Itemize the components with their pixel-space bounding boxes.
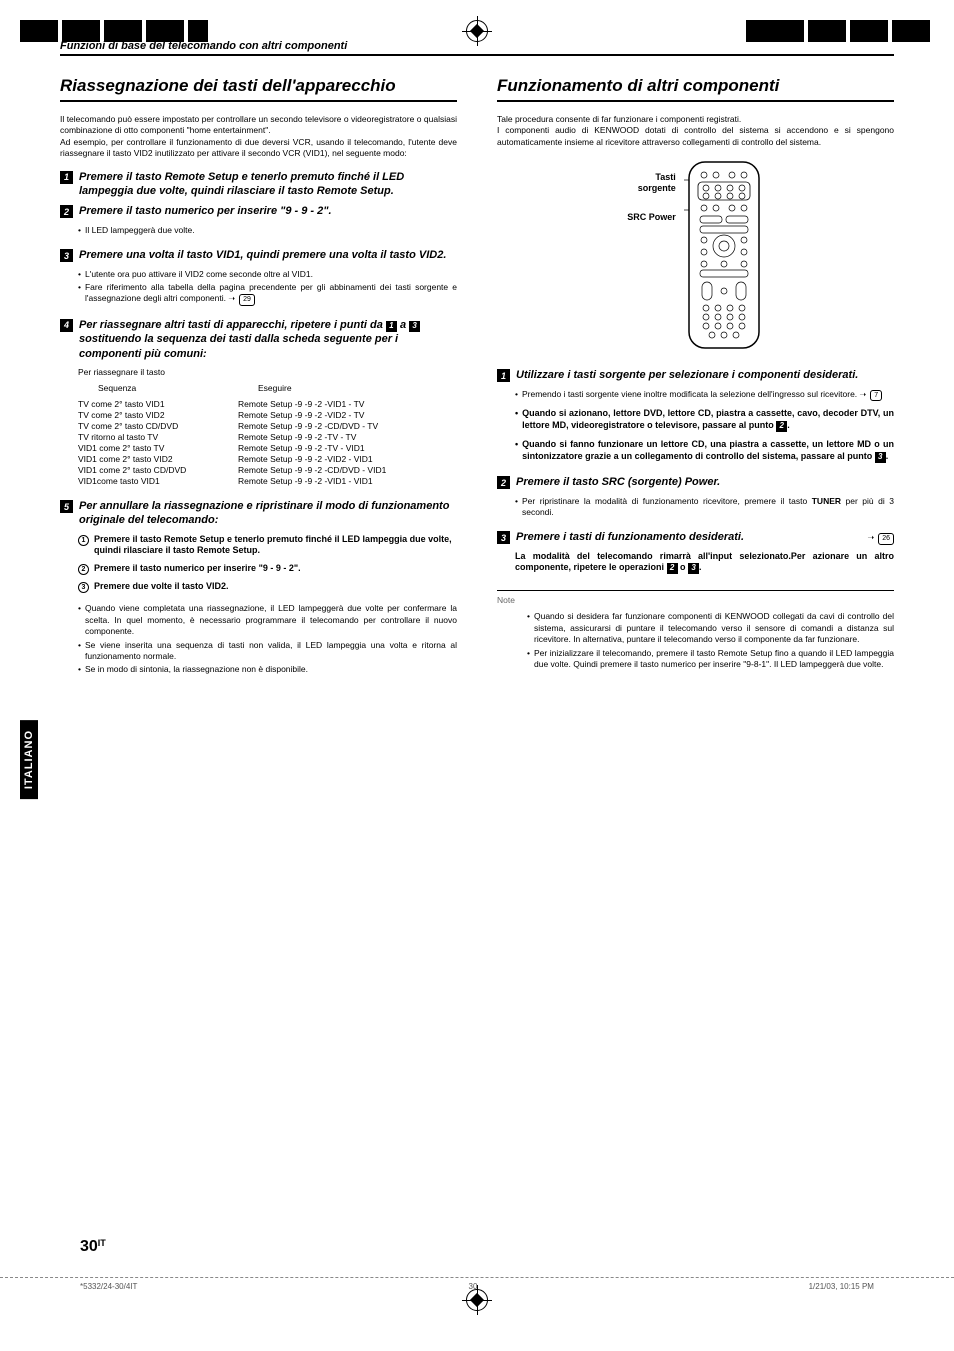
step-2-bullet: Il LED lampeggerà due volte.	[78, 225, 457, 236]
remote-control-icon	[684, 160, 764, 350]
left-heading: Riassegnazione dei tasti dell'apparecchi…	[60, 76, 457, 102]
right-step-1: 1 Utilizzare i tasti sorgente per selezi…	[497, 368, 894, 382]
right-step-1-bold-bullet: Quando si azionano, lettore DVD, lettore…	[515, 407, 894, 432]
left-step-1: 1 Premere il tasto Remote Setup e tenerl…	[60, 170, 457, 199]
page-ref-badge: 26	[878, 533, 894, 544]
remote-diagram: Tasti sorgente SRC Power	[497, 160, 894, 350]
end-bullet: Se viene inserita una sequenza di tasti …	[78, 640, 457, 663]
right-step-1-bullet: Premendo i tasti sorgente viene inoltre …	[515, 389, 894, 401]
seq-cell: TV come 2° tasto VID2	[78, 410, 238, 421]
seq-cell: VID1 come 2° tasto VID2	[78, 454, 238, 465]
right-step-2-bullet: Per ripristinare la modalità di funziona…	[515, 496, 894, 519]
seq-cell: TV ritorno al tasto TV	[78, 432, 238, 443]
seq-cell: Remote Setup -9 -9 -2 -TV - TV	[238, 432, 457, 443]
note-bullet: Quando si desidera far funzionare compon…	[527, 611, 894, 645]
page-ref-badge: 29	[239, 294, 255, 305]
seq-cell: Remote Setup -9 -9 -2 -VID1 - VID1	[238, 476, 457, 487]
substep-number-icon: 3	[78, 582, 89, 593]
remote-label-3: SRC Power	[627, 212, 676, 223]
left-step-2: 2 Premere il tasto numerico per inserire…	[60, 204, 457, 218]
substep-1: 1 Premere il tasto Remote Setup e tenerl…	[78, 534, 457, 557]
left-column: Riassegnazione dei tasti dell'apparecchi…	[60, 76, 457, 688]
step-number-icon: 1	[497, 369, 510, 382]
right-step-1-title: Utilizzare i tasti sorgente per selezion…	[516, 368, 858, 382]
seq-cell: Remote Setup -9 -9 -2 -VID2 - VID1	[238, 454, 457, 465]
section-header: Funzioni di base del telecomando con alt…	[60, 40, 894, 56]
step-number-icon: 1	[60, 171, 73, 184]
step-1-title: Premere il tasto Remote Setup e tenerlo …	[79, 170, 457, 199]
step-5-title: Per annullare la riassegnazione e ripris…	[79, 499, 457, 528]
step-4-title: Per riassegnare altri tasti di apparecch…	[79, 318, 457, 361]
step-number-icon: 3	[497, 531, 510, 544]
remote-label-1: Tasti	[627, 172, 676, 183]
step-number-icon: 2	[497, 476, 510, 489]
right-step-3-bold: La modalità del telecomando rimarrà all'…	[515, 551, 894, 574]
substep-3: 3 Premere due volte il tasto VID2.	[78, 581, 457, 593]
substep-1-text: Premere il tasto Remote Setup e tenerlo …	[94, 534, 457, 557]
left-step-4: 4 Per riassegnare altri tasti di apparec…	[60, 318, 457, 361]
seq-cell: VID1come tasto VID1	[78, 476, 238, 487]
seq-header-1: Sequenza	[78, 383, 238, 393]
step-4-subtext: Per riassegnare il tasto	[78, 367, 457, 377]
step-number-icon: 2	[60, 205, 73, 218]
seq-cell: Remote Setup -9 -9 -2 -VID2 - TV	[238, 410, 457, 421]
left-step-3: 3 Premere una volta il tasto VID1, quind…	[60, 248, 457, 262]
right-step-3: 3 Premere i tasti di funzionamento desid…	[497, 530, 894, 544]
end-bullet: Se in modo di sintonia, la riassegnazion…	[78, 664, 457, 675]
right-intro: Tale procedura consente di far funzionar…	[497, 114, 894, 148]
footer-left: *5332/24-30/4IT	[80, 1282, 137, 1291]
right-step-2-title: Premere il tasto SRC (sorgente) Power.	[516, 475, 720, 489]
right-step-3-title: Premere i tasti di funzionamento desider…	[516, 530, 894, 544]
substep-2: 2 Premere il tasto numerico per inserire…	[78, 563, 457, 575]
note-bullet: Per inizializzare il telecomando, premer…	[527, 648, 894, 671]
sequence-table: Sequenza Eseguire TV come 2° tasto VID1R…	[78, 383, 457, 487]
seq-cell: VID1 come 2° tasto CD/DVD	[78, 465, 238, 476]
page-number: 30IT	[80, 1238, 106, 1256]
right-column: Funzionamento di altri componenti Tale p…	[497, 76, 894, 688]
seq-cell: TV come 2° tasto VID1	[78, 399, 238, 410]
seq-cell: Remote Setup -9 -9 -2 -VID1 - TV	[238, 399, 457, 410]
registration-mark-icon	[466, 1289, 488, 1311]
note-heading: Note	[497, 595, 894, 605]
step-2-title: Premere il tasto numerico per inserire "…	[79, 204, 332, 218]
substep-number-icon: 1	[78, 535, 89, 546]
step-number-icon: 4	[60, 319, 73, 332]
step-number-icon: 5	[60, 500, 73, 513]
right-step-1-bold-bullet: Quando si fanno funzionare un lettore CD…	[515, 438, 894, 463]
seq-cell: TV come 2° tasto CD/DVD	[78, 421, 238, 432]
page-ref-badge: 7	[870, 390, 882, 401]
right-heading: Funzionamento di altri componenti	[497, 76, 894, 102]
language-tab: ITALIANO	[20, 720, 38, 799]
seq-cell: Remote Setup -9 -9 -2 -CD/DVD - TV	[238, 421, 457, 432]
step-3-bullet: Fare riferimento alla tabella della pagi…	[78, 282, 457, 306]
substep-number-icon: 2	[78, 564, 89, 575]
step-3-title: Premere una volta il tasto VID1, quindi …	[79, 248, 446, 262]
seq-cell: VID1 come 2° tasto TV	[78, 443, 238, 454]
substep-2-text: Premere il tasto numerico per inserire "…	[94, 563, 301, 575]
seq-cell: Remote Setup -9 -9 -2 -TV - VID1	[238, 443, 457, 454]
seq-header-2: Eseguire	[238, 383, 457, 393]
right-step-2: 2 Premere il tasto SRC (sorgente) Power.	[497, 475, 894, 489]
left-intro: Il telecomando può essere impostato per …	[60, 114, 457, 160]
substep-3-text: Premere due volte il tasto VID2.	[94, 581, 229, 593]
seq-cell: Remote Setup -9 -9 -2 -CD/DVD - VID1	[238, 465, 457, 476]
remote-label-2: sorgente	[627, 183, 676, 194]
end-bullet: Quando viene completata una riassegnazio…	[78, 603, 457, 637]
left-step-5: 5 Per annullare la riassegnazione e ripr…	[60, 499, 457, 528]
footer-right: 1/21/03, 10:15 PM	[809, 1282, 874, 1291]
step-3-bullet: L'utente ora puo attivare il VID2 come s…	[78, 269, 457, 280]
step-number-icon: 3	[60, 249, 73, 262]
